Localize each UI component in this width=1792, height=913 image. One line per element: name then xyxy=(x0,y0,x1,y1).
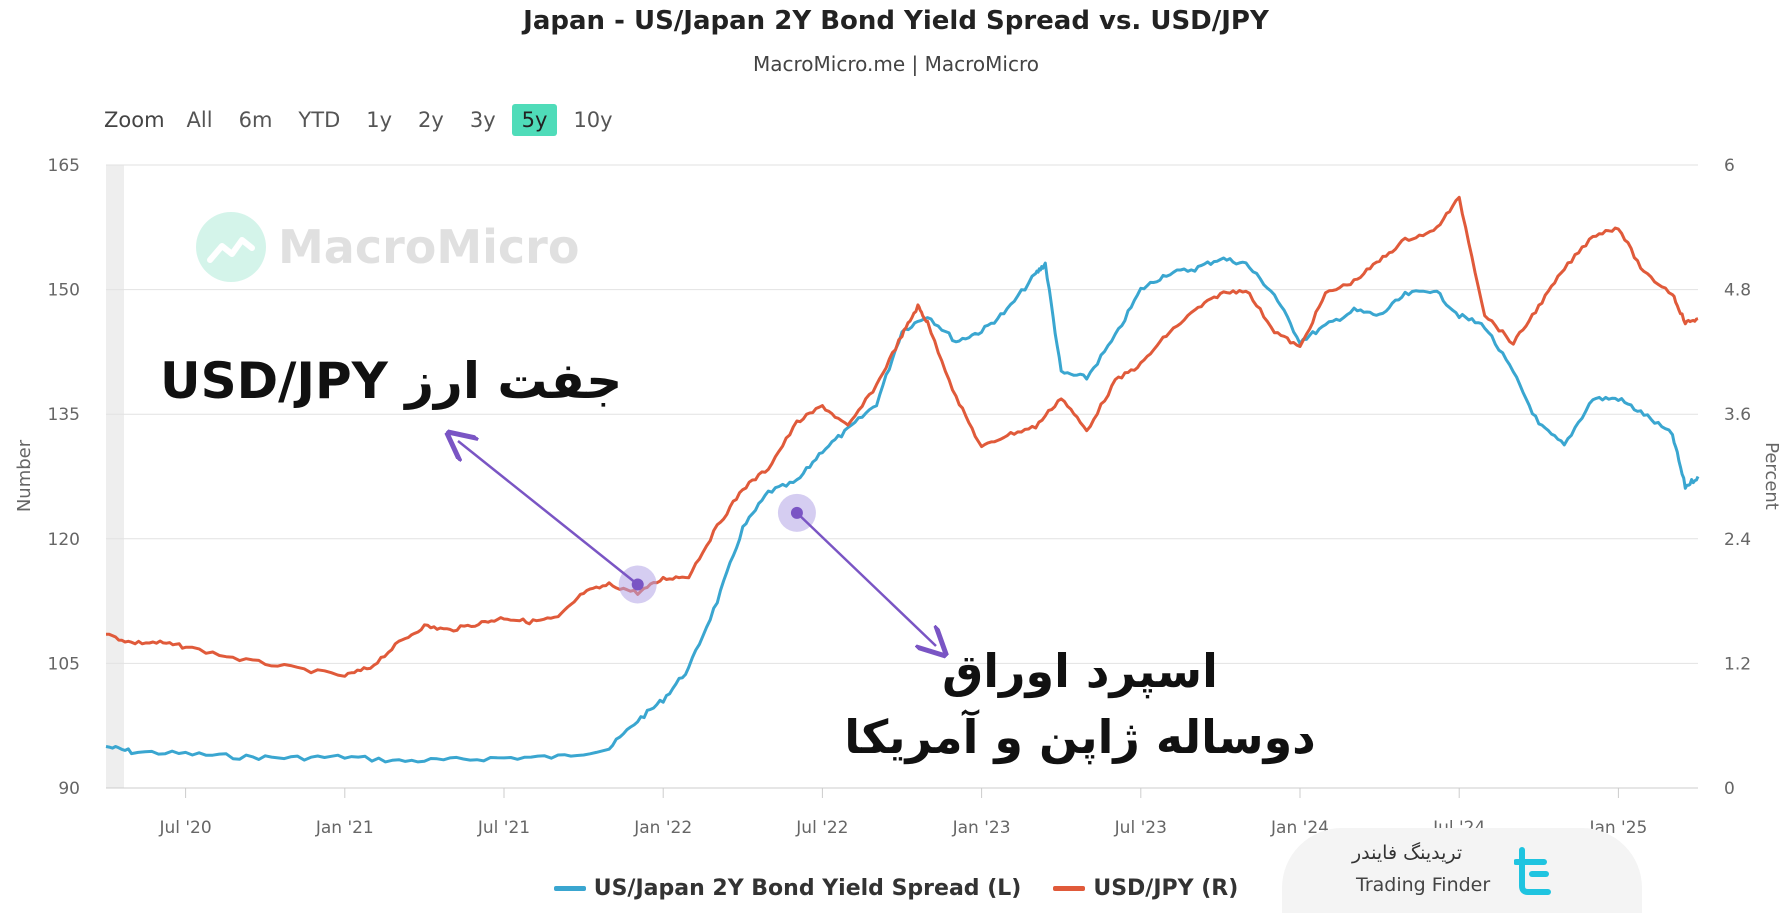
y-right-tick-label: 4.8 xyxy=(1724,281,1751,301)
arrow-usdjpy xyxy=(458,441,639,586)
x-tick-label: Jan '22 xyxy=(633,818,692,838)
y-left-tick-label: 135 xyxy=(48,405,80,425)
annotation-spread-line2: دوساله ژاپن و آمریکا xyxy=(844,710,1316,764)
y-right-tick-label: 0 xyxy=(1724,779,1735,799)
x-tick-label: Jan '24 xyxy=(1270,818,1329,838)
annotation-spread-line1: اسپرد اوراق xyxy=(942,644,1218,698)
zoom-1y-button[interactable]: 1y xyxy=(366,108,393,132)
y-left-tick-label: 105 xyxy=(48,654,80,674)
y-left-tick-label: 150 xyxy=(48,281,80,301)
x-tick-label: Jul '22 xyxy=(795,818,848,838)
chart-subtitle: MacroMicro.me | MacroMicro xyxy=(753,52,1039,76)
trading-finder-badge: تریدینگ فایندر Trading Finder xyxy=(1282,828,1642,913)
y-left-tick-label: 120 xyxy=(48,530,80,550)
y-right-tick-label: 3.6 xyxy=(1724,405,1751,425)
x-tick-label: Jul '21 xyxy=(477,818,530,838)
macromicro-logo-icon xyxy=(196,212,266,282)
series-line-spread xyxy=(105,256,1700,764)
y-left-tick-label: 90 xyxy=(58,779,80,799)
zoom-6m-button[interactable]: 6m xyxy=(238,108,273,132)
chart-legend: US/Japan 2Y Bond Yield Spread (L) USD/JP… xyxy=(0,876,1792,901)
zoom-all-button[interactable]: All xyxy=(186,108,213,132)
plot-edge-band xyxy=(106,165,124,788)
x-tick-label: Jul '23 xyxy=(1114,818,1167,838)
x-tick-label: Jul '20 xyxy=(158,818,211,838)
zoom-2y-button[interactable]: 2y xyxy=(418,108,444,132)
annotation-fx-pair: جفت ارز USD/JPY xyxy=(160,352,623,410)
legend-swatch-spread xyxy=(553,886,586,891)
legend-label-usdjpy: USD/JPY (R) xyxy=(1093,876,1239,901)
trading-finder-english: Trading Finder xyxy=(1356,874,1491,896)
annotation-spread: اسپرد اوراق دوساله ژاپن و آمریکا xyxy=(840,638,1320,770)
y-left-tick-label: 165 xyxy=(48,156,80,176)
zoom-10y-button[interactable]: 10y xyxy=(573,108,613,132)
chart-title: Japan - US/Japan 2Y Bond Yield Spread vs… xyxy=(523,6,1269,36)
y-right-tick-label: 2.4 xyxy=(1724,530,1751,550)
series-line-usdjpy xyxy=(106,195,1699,678)
trading-finder-logo-icon xyxy=(1514,847,1551,895)
zoom-5y-button[interactable]: 5y xyxy=(511,104,558,136)
y-right-axis-title: Percent xyxy=(1761,442,1782,510)
zoom-3y-button[interactable]: 3y xyxy=(469,108,496,132)
trading-finder-persian: تریدینگ فایندر xyxy=(1352,842,1463,864)
x-tick-label: Jan '23 xyxy=(952,818,1011,838)
legend-label-spread: US/Japan 2Y Bond Yield Spread (L) xyxy=(593,876,1022,901)
zoom-label: Zoom xyxy=(104,108,165,132)
arrow-spread xyxy=(796,511,936,646)
y-left-axis-title: Number xyxy=(14,439,35,512)
zoom-bar: Zoom All 6m YTD 1y 2y 3y 5y 10y xyxy=(104,104,629,136)
legend-item-usdjpy[interactable]: USD/JPY (R) xyxy=(1053,876,1238,901)
zoom-ytd-button[interactable]: YTD xyxy=(298,108,341,132)
y-right-tick-label: 6 xyxy=(1724,156,1735,176)
x-tick-label: Jan '21 xyxy=(315,818,374,838)
watermark-text: MacroMicro xyxy=(278,220,580,274)
watermark: MacroMicro xyxy=(196,212,579,282)
legend-swatch-usdjpy xyxy=(1053,886,1086,891)
y-right-tick-label: 1.2 xyxy=(1724,654,1751,674)
legend-item-spread[interactable]: US/Japan 2Y Bond Yield Spread (L) xyxy=(553,876,1022,901)
